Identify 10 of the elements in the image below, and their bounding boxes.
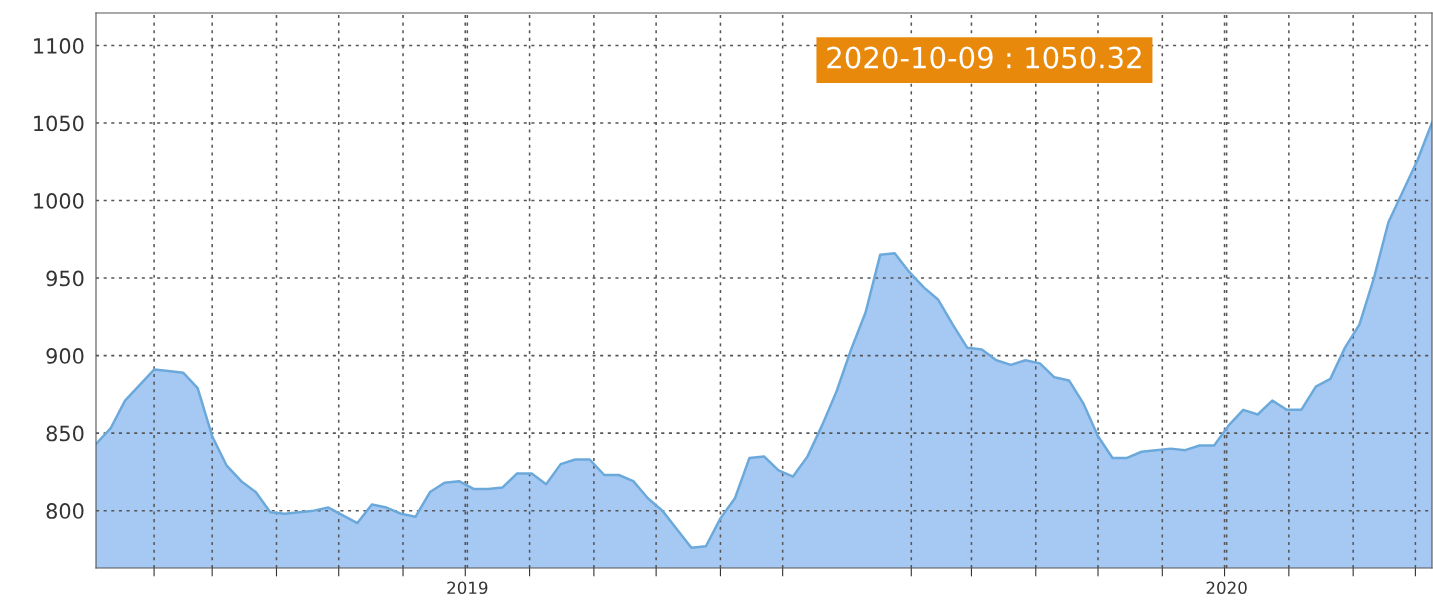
y-tick-label: 850 [46, 425, 84, 442]
annotation: 2020-10-09 : 1050.32 [827, 46, 1141, 69]
y-tick-label: 1050 [34, 115, 84, 132]
y-tick-label: 900 [46, 348, 84, 364]
y-tick-label: 1100 [34, 38, 84, 54]
y-tick-label: 950 [46, 270, 84, 287]
x-tick-label: 2019 [447, 581, 488, 595]
y-tick-label: 800 [46, 503, 84, 519]
x-tick-label: 2020 [1206, 581, 1247, 595]
y-tick-label: 1000 [34, 193, 84, 209]
